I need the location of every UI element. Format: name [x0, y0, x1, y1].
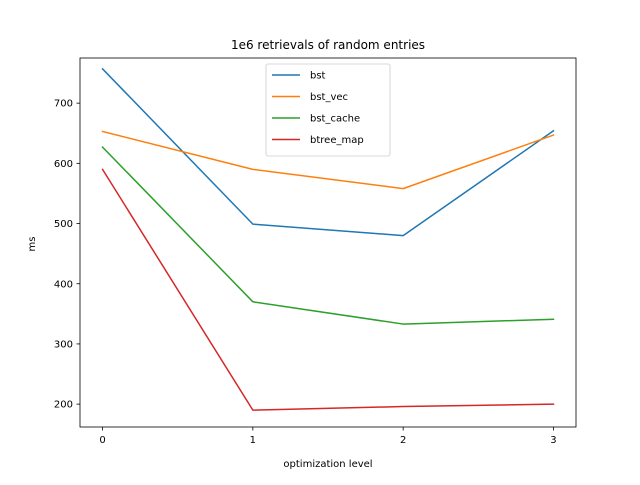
y-tick-label: 600 [54, 159, 73, 170]
legend: bst bst_vec bst_cache btree_map [265, 63, 391, 157]
x-axis-ticks: 0 1 2 3 [99, 427, 557, 446]
series-line-btree-map [101, 168, 555, 411]
x-tick-label: 3 [550, 435, 556, 446]
y-axis-ticks: 200 300 400 500 600 700 [54, 99, 80, 411]
y-tick-label: 300 [54, 340, 73, 351]
legend-label-bst-vec: bst_vec [310, 92, 348, 103]
x-tick-label: 2 [400, 435, 406, 446]
x-tick-label: 1 [250, 435, 256, 446]
legend-label-btree-map: btree_map [310, 135, 364, 146]
y-axis-label: ms [27, 237, 38, 252]
plot-area: 0 1 2 3 200 300 400 500 600 700 [54, 57, 577, 446]
series-line-bst [101, 67, 555, 237]
series-line-bst-cache [101, 146, 555, 325]
chart-title: 1e6 retrievals of random entries [231, 38, 425, 52]
series-line-bst-vec [101, 130, 555, 190]
y-tick-label: 700 [54, 99, 73, 110]
y-tick-label: 500 [54, 219, 73, 230]
legend-label-bst: bst [310, 71, 326, 82]
series-lines [101, 67, 555, 411]
x-tick-label: 0 [99, 435, 105, 446]
legend-label-bst-cache: bst_cache [310, 114, 360, 125]
y-tick-label: 400 [54, 279, 73, 290]
axes-frame [79, 57, 577, 428]
x-axis-label: optimization level [283, 459, 372, 470]
legend-box [265, 63, 391, 157]
y-tick-label: 200 [54, 400, 73, 411]
